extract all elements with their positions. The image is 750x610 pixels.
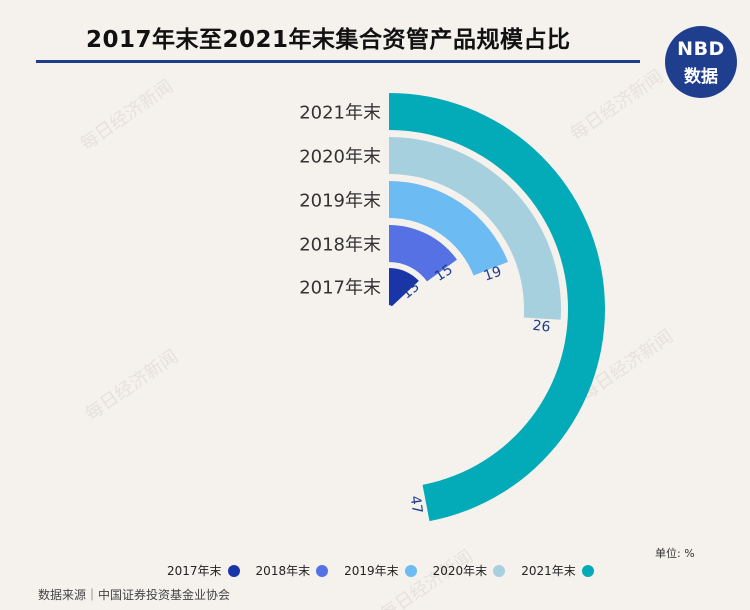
category-label-2018年末: 2018年末 bbox=[299, 235, 381, 256]
legend-item-2017年末: 2017年末 bbox=[167, 562, 240, 579]
watermark-text: 每日经济新闻 bbox=[82, 346, 183, 425]
legend-label: 2018年末 bbox=[255, 564, 311, 578]
radial-bar-2019年末 bbox=[389, 181, 509, 276]
radial-bar-2020年末 bbox=[389, 137, 561, 320]
legend-item-2021年末: 2021年末 bbox=[521, 562, 594, 579]
legend-swatch bbox=[227, 564, 240, 577]
value-label-2021年末: 47 bbox=[407, 495, 425, 515]
legend-swatch bbox=[316, 564, 329, 577]
logo-text-nbd: NBD bbox=[677, 38, 725, 60]
watermark-text: 每日经济新闻 bbox=[77, 76, 178, 155]
radial-bar-2017年末 bbox=[389, 268, 419, 307]
value-label-2019年末: 19 bbox=[482, 264, 504, 285]
watermark-text: 每日经济新闻 bbox=[567, 66, 668, 145]
legend-item-2020年末: 2020年末 bbox=[433, 562, 506, 579]
legend-label: 2019年末 bbox=[344, 564, 399, 578]
radial-bar-2018年末 bbox=[389, 225, 457, 282]
legend-item-2018年末: 2018年末 bbox=[256, 562, 329, 579]
legend-swatch bbox=[493, 564, 506, 577]
legend-label: 2020年末 bbox=[432, 564, 488, 578]
category-label-2020年末: 2020年末 bbox=[299, 147, 381, 168]
legend-item-2019年末: 2019年末 bbox=[344, 562, 417, 579]
radial-bar-2021年末 bbox=[389, 93, 606, 522]
unit-label: 单位: % bbox=[655, 547, 695, 560]
data-source: 数据来源｜中国证券投资基金业协会 bbox=[38, 588, 231, 602]
legend-swatch bbox=[581, 564, 594, 577]
legend-label: 2021年末 bbox=[521, 564, 576, 578]
value-label-2020年末: 26 bbox=[532, 318, 552, 336]
chart-title: 2017年末至2021年末集合资管产品规模占比 bbox=[86, 27, 571, 53]
chart-legend: 2017年末 2018年末 2019年末 2020年末 2021年末 bbox=[167, 562, 594, 579]
logo-text-data: 数据 bbox=[684, 67, 718, 87]
category-label-2017年末: 2017年末 bbox=[299, 278, 381, 299]
nbd-logo: NBD 数据 bbox=[665, 26, 737, 98]
legend-label: 2017年末 bbox=[167, 564, 222, 578]
legend-swatch bbox=[404, 564, 417, 577]
category-label-2019年末: 2019年末 bbox=[299, 191, 381, 212]
title-underline bbox=[36, 60, 640, 63]
category-label-2021年末: 2021年末 bbox=[299, 103, 381, 124]
